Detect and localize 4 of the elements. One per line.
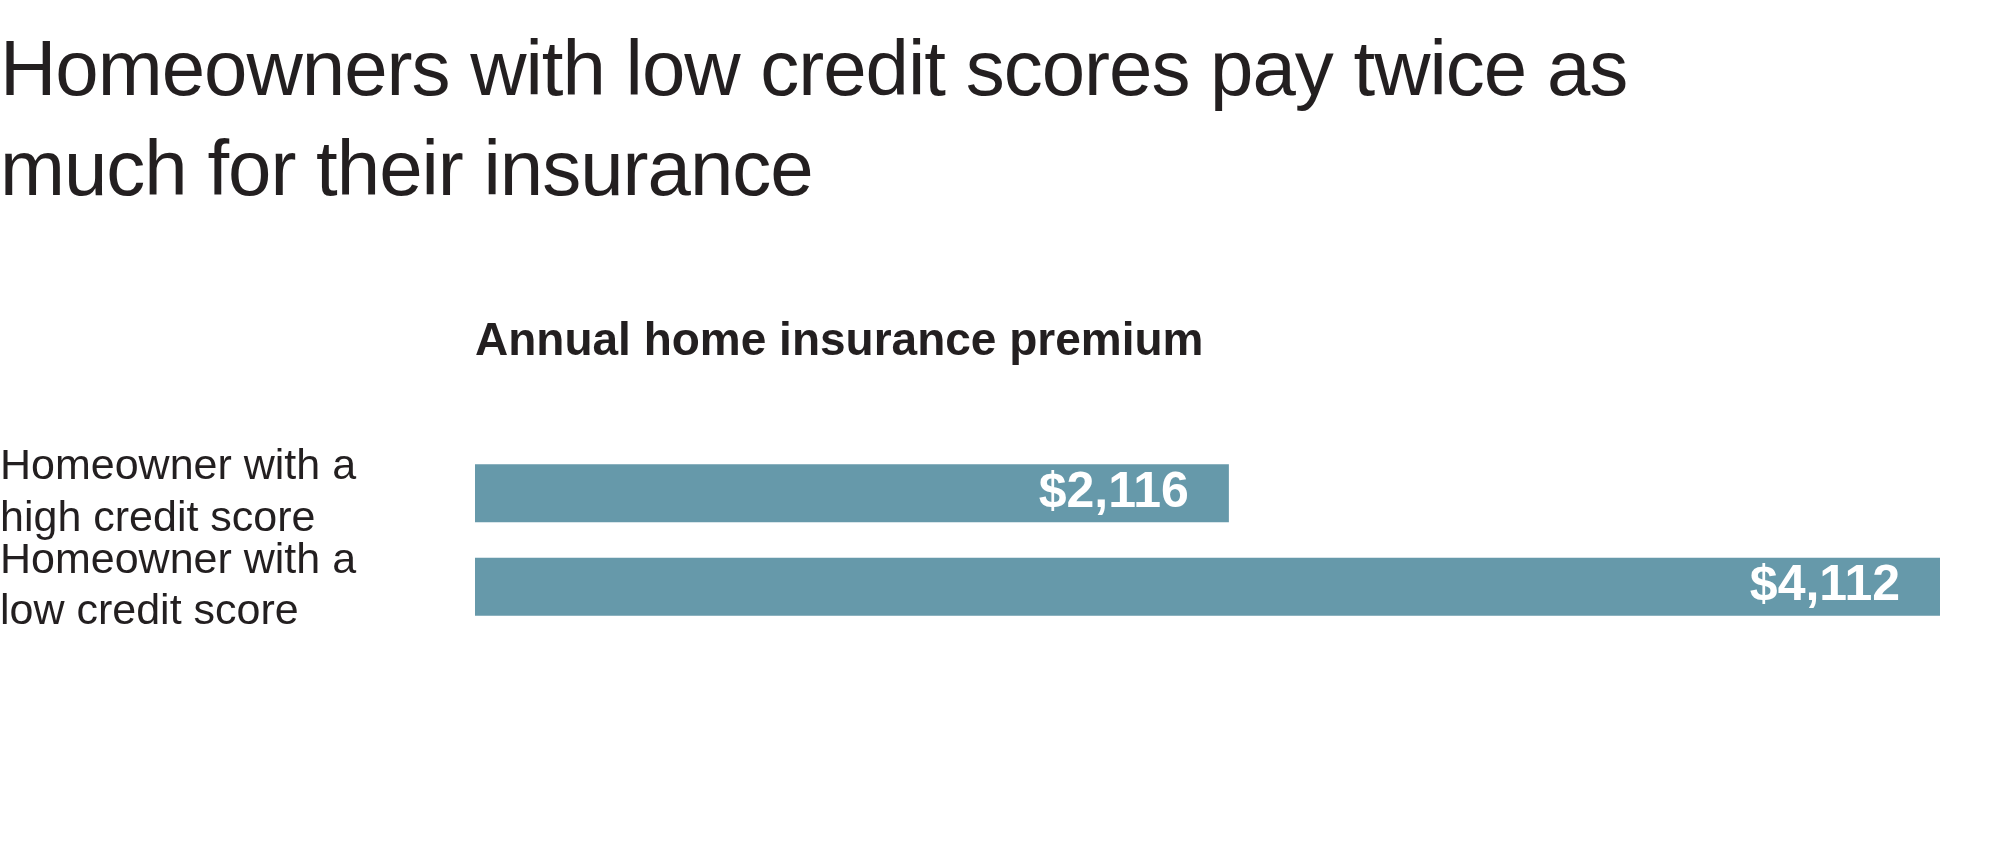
- chart-title: Homeowners with low credit scores pay twice as much for their insurance: [0, 23, 1629, 214]
- chart-subtitle: Annual home insurance premium: [475, 312, 1204, 366]
- data-label: $2,116: [1038, 462, 1189, 519]
- data-label: $4,112: [1749, 555, 1900, 612]
